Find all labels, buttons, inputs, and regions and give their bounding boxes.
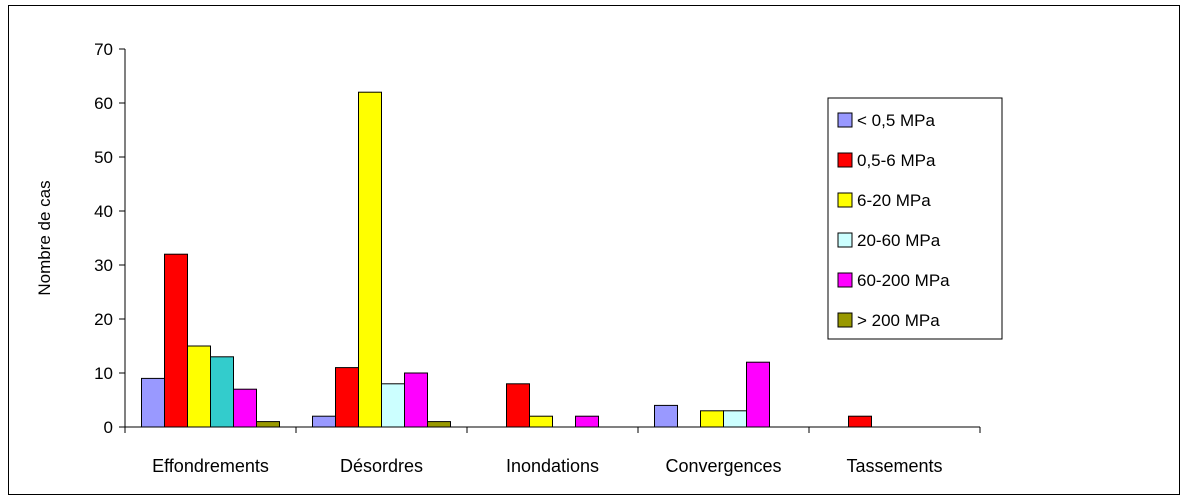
legend-swatch [837, 272, 853, 288]
y-tick-label: 50 [94, 148, 113, 167]
bar [723, 410, 747, 428]
legend-label: 6-20 MPa [857, 191, 931, 210]
bar [506, 383, 530, 428]
legend-swatch [837, 152, 853, 168]
bar [404, 372, 428, 428]
legend-swatch [837, 112, 853, 128]
y-axis-title: Nombre de cas [35, 180, 54, 295]
legend-label: > 200 MPa [857, 311, 940, 330]
x-tick-label: Tassements [846, 456, 942, 476]
bar [700, 410, 724, 428]
y-tick-label: 30 [94, 256, 113, 275]
y-tick-label: 0 [104, 418, 113, 437]
bar [358, 91, 382, 428]
bar [746, 361, 770, 428]
bar [187, 345, 211, 428]
y-tick-label: 70 [94, 40, 113, 59]
x-tick-label: Effondrements [152, 456, 269, 476]
bar [164, 253, 188, 428]
x-tick-label: Inondations [506, 456, 599, 476]
x-tick-label: Désordres [340, 456, 423, 476]
legend-label: 20-60 MPa [857, 231, 941, 250]
legend-label: 0,5-6 MPa [857, 151, 936, 170]
x-tick-label: Convergences [665, 456, 781, 476]
y-tick-label: 60 [94, 94, 113, 113]
bar [381, 383, 405, 428]
y-tick-label: 40 [94, 202, 113, 221]
bar [427, 421, 451, 428]
legend-label: < 0,5 MPa [857, 111, 936, 130]
legend-swatch [837, 232, 853, 248]
bar [210, 356, 234, 428]
bar [848, 415, 872, 428]
bar [312, 415, 336, 428]
legend-swatch [837, 312, 853, 328]
bar [233, 388, 257, 428]
bar [335, 367, 359, 428]
bar [575, 415, 599, 428]
bar [529, 415, 553, 428]
bar [654, 404, 678, 428]
legend [827, 97, 1003, 340]
bar [256, 421, 280, 428]
legend-label: 60-200 MPa [857, 271, 950, 290]
bar [141, 377, 165, 428]
y-tick-label: 10 [94, 364, 113, 383]
y-tick-label: 20 [94, 310, 113, 329]
legend-swatch [837, 192, 853, 208]
